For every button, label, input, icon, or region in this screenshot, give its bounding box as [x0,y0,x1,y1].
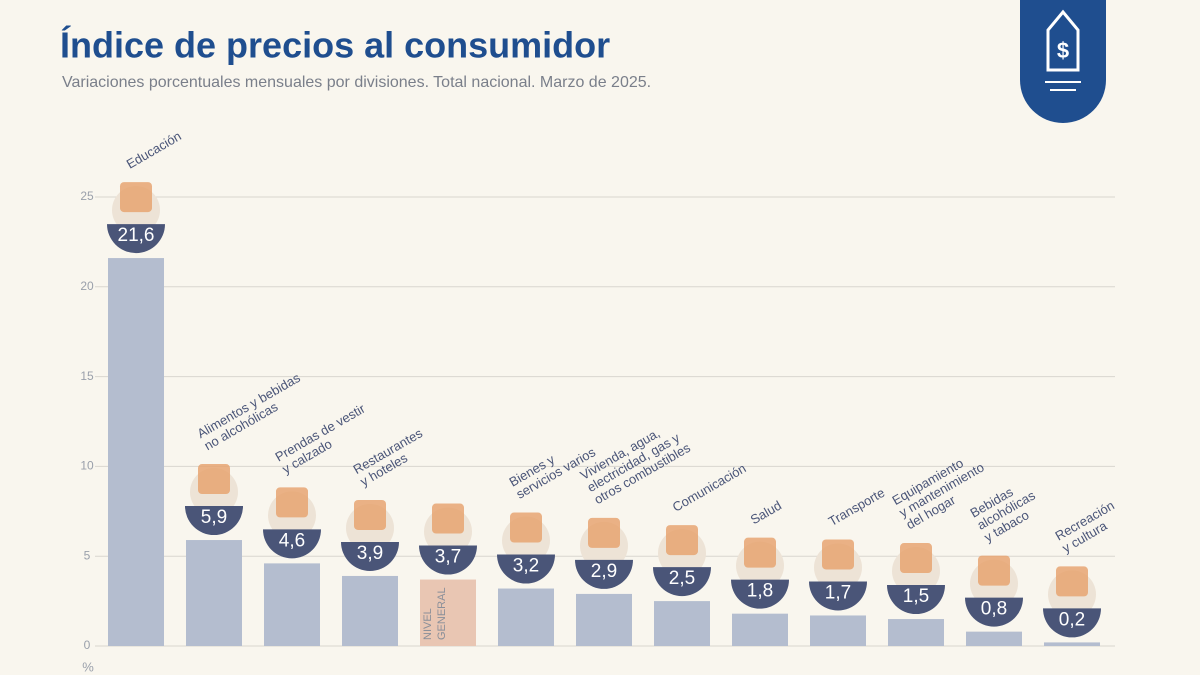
value-badge [497,554,555,584]
bar [498,588,554,646]
value-badge [653,567,711,597]
value-label: 3,2 [513,556,539,577]
bar [342,575,398,646]
icon [900,543,932,574]
y-tick-label: 0 [84,638,91,652]
icon [666,525,698,556]
value-label: 5,9 [201,507,227,528]
value-label: 1,5 [903,586,929,607]
value-badge [731,579,789,609]
icon [1056,566,1088,597]
value-badge [809,581,867,611]
chart-subtitle: Variaciones porcentuales mensuales por d… [62,74,651,91]
svg-text:$: $ [1057,38,1069,63]
value-badge [185,506,243,536]
value-label: 0,2 [1059,609,1085,630]
icon [978,555,1010,586]
value-badge [341,541,399,571]
value-label: 3,7 [435,547,461,568]
bar [420,579,476,646]
icon [432,503,464,534]
y-tick-label: 10 [80,459,94,473]
y-tick-label: 20 [80,279,94,293]
bar [888,619,944,646]
bar [1044,642,1100,646]
value-label: 3,9 [357,543,383,564]
icon [744,537,776,568]
bar [810,615,866,646]
value-badge [1043,608,1101,638]
bar [966,631,1022,646]
value-label: 1,8 [747,581,773,602]
icon [276,487,308,518]
icon [588,517,620,548]
chart-title: Índice de precios al consumidor [60,25,610,66]
bar [576,593,632,646]
icon [354,499,386,530]
value-label: 2,5 [669,568,695,589]
icon [510,512,542,543]
y-axis-label: % [82,659,94,674]
value-badge [575,559,633,589]
bar [264,563,320,646]
icon [822,539,854,570]
value-label: 4,6 [279,530,305,551]
value-badge [419,545,477,575]
logo: $ [1020,0,1106,123]
y-tick-label: 25 [80,189,94,203]
value-label: 21,6 [118,225,155,246]
value-badge [263,529,321,559]
y-tick-label: 15 [80,369,94,383]
category-label: NIVEL GENERAL [422,587,448,640]
icon [120,182,152,213]
icon [198,464,230,495]
value-label: 1,7 [825,582,851,603]
value-badge [965,597,1023,627]
bar [108,258,164,646]
value-label: 2,9 [591,561,617,582]
value-label: 0,8 [981,599,1007,620]
value-badge [887,585,945,615]
bar [654,601,710,646]
bar [186,540,242,646]
bar [732,613,788,646]
y-tick-label: 5 [84,548,91,562]
value-badge [107,224,165,254]
